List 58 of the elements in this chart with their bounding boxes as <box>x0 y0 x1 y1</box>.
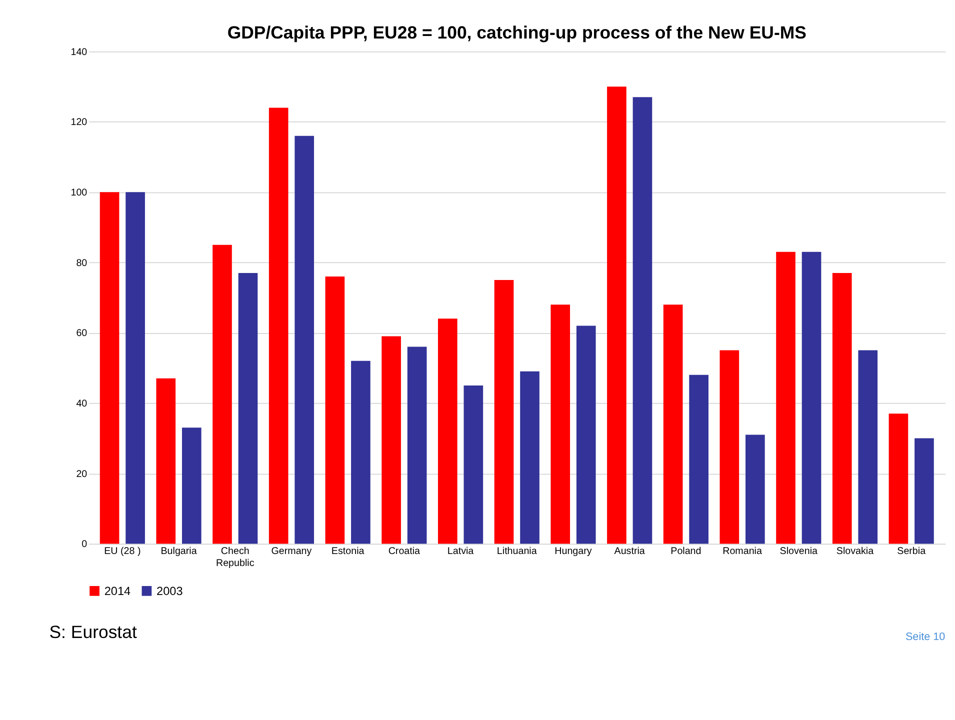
bar <box>914 438 934 544</box>
bar <box>238 272 258 544</box>
bar <box>126 192 145 544</box>
bar <box>720 350 740 544</box>
y-tick-label: 140 <box>70 46 88 58</box>
bar <box>156 378 176 544</box>
y-tick-label: 100 <box>70 188 88 199</box>
bar <box>832 272 852 544</box>
legend-label: 2014 <box>104 584 132 598</box>
x-tick-label: Estonia <box>331 546 365 558</box>
x-tick-label: Bulgaria <box>160 546 198 558</box>
bar <box>494 280 514 544</box>
bar <box>689 374 708 544</box>
x-tick-label: EU (28 ) <box>104 546 141 558</box>
bar <box>607 86 626 544</box>
x-tick-label: Hungary <box>554 546 592 558</box>
bar <box>520 371 540 544</box>
x-tick-label: Romania <box>722 546 762 558</box>
y-tick-label: 60 <box>76 328 88 340</box>
x-tick-label: Latvia <box>447 546 474 558</box>
x-tick-label: Croatia <box>388 546 421 558</box>
bar <box>550 304 570 544</box>
x-tick-label: Lithuania <box>496 546 538 558</box>
x-tick-label: Austria <box>614 546 646 558</box>
x-tick-label: Germany <box>271 546 312 558</box>
bar <box>858 350 878 544</box>
x-tick-label: Chech Republic <box>216 546 254 569</box>
y-tick-label: 120 <box>70 117 88 128</box>
bar <box>438 318 458 544</box>
bar <box>325 276 345 544</box>
bar <box>663 304 683 544</box>
x-tick-label: Serbia <box>897 546 926 558</box>
bar <box>632 97 652 544</box>
bar <box>746 434 765 544</box>
chart-title: GDP/Capita PPP, EU28 = 100, catching-up process of the New EU-MS <box>227 22 807 43</box>
bar <box>576 326 596 544</box>
bar <box>268 108 288 544</box>
bar <box>212 244 232 544</box>
text: S: Eurostat <box>49 622 137 642</box>
legend-label: 2003 <box>156 584 184 598</box>
text: Seite 10 <box>905 631 946 644</box>
x-tick-label: Slovakia <box>836 546 874 558</box>
bar <box>802 252 822 544</box>
y-tick-label: 20 <box>76 468 88 480</box>
bar <box>888 414 908 544</box>
y-tick-label: 0 <box>82 539 88 550</box>
x-tick-label: Slovenia <box>780 546 818 558</box>
bar <box>182 428 202 544</box>
y-tick-label: 40 <box>76 398 88 410</box>
bar <box>100 192 120 544</box>
bar <box>407 346 427 544</box>
bar <box>351 360 370 544</box>
bar <box>382 336 401 544</box>
bar <box>776 252 796 544</box>
bar <box>464 385 484 544</box>
x-tick-label: Poland <box>670 546 702 558</box>
y-tick-label: 80 <box>76 258 88 269</box>
bar <box>294 136 314 544</box>
